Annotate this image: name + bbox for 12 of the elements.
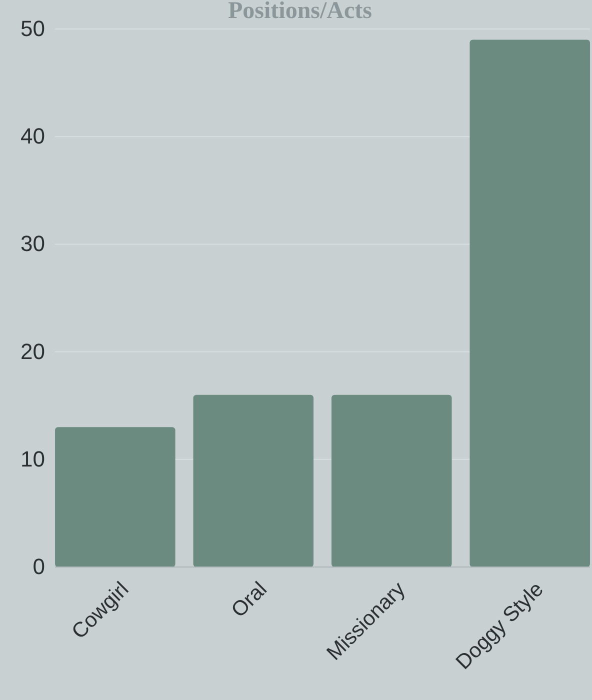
y-tick-label: 50 [20, 16, 45, 42]
y-tick-label: 0 [32, 554, 45, 580]
bar [55, 427, 176, 567]
chart-title: Positions/Acts [228, 0, 372, 24]
bar [470, 40, 590, 567]
bar [193, 394, 314, 567]
x-tick-label: Oral [227, 578, 272, 622]
bar [331, 394, 452, 567]
y-tick-label: 10 [20, 446, 45, 472]
y-tick-label: 30 [20, 231, 45, 256]
y-tick-label: 20 [20, 338, 45, 364]
y-tick-label: 40 [20, 124, 45, 149]
